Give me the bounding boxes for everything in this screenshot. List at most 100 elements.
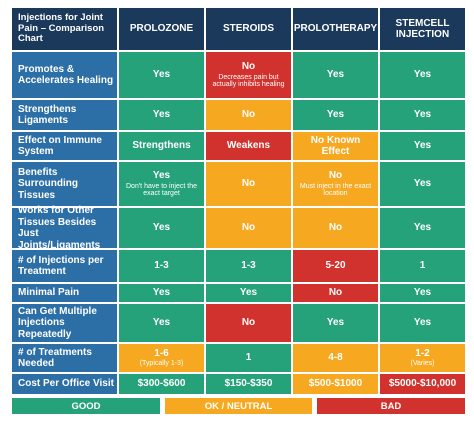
- cell-value: No: [328, 287, 343, 299]
- legend-item: BAD: [317, 398, 465, 414]
- cell-value: $300-$600: [137, 378, 186, 390]
- cell: Yes: [293, 100, 378, 130]
- cell-value: Yes: [413, 140, 432, 152]
- cell: Yes: [380, 284, 465, 302]
- cell-note: Decreases pain but actually inhibits hea…: [212, 73, 285, 89]
- table-title: Injections for Joint Pain – Comparison C…: [12, 8, 117, 50]
- comparison-table: Injections for Joint Pain – Comparison C…: [12, 8, 465, 394]
- cell-value: Yes: [413, 69, 432, 81]
- cell-value: No: [241, 317, 256, 329]
- cell-value: Yes: [152, 317, 171, 329]
- row-label: Can Get Multiple Injections Repeatedly: [12, 304, 117, 342]
- row-label: Promotes & Accelerates Healing: [12, 52, 117, 98]
- cell-value: Yes: [413, 287, 432, 299]
- cell-value: Yes: [239, 287, 258, 299]
- cell: Yes: [380, 100, 465, 130]
- cell: Yes: [380, 208, 465, 248]
- cell-note: Don't have to inject the exact target: [126, 182, 197, 198]
- cell: No Decreases pain but actually inhibits h…: [206, 52, 291, 98]
- cell: 1-3: [206, 250, 291, 282]
- cell: Yes: [119, 208, 204, 248]
- cell-value: Yes: [413, 109, 432, 121]
- cell-value: 1-3: [154, 260, 169, 272]
- cell-value: Yes: [326, 109, 345, 121]
- cell-value: No Known Effect: [310, 134, 361, 158]
- cell-note: Must inject in the exact location: [299, 182, 372, 198]
- cell: Weakens: [206, 132, 291, 160]
- cell-value: 5-20: [325, 260, 346, 272]
- legend-item: GOOD: [12, 398, 160, 414]
- cell: Yes: [293, 304, 378, 342]
- cell-value: Weakens: [226, 140, 271, 152]
- cell-value: 1-3: [241, 260, 256, 272]
- cell-value: Yes: [413, 178, 432, 190]
- cell: Strengthens: [119, 132, 204, 160]
- cell: Yes: [380, 162, 465, 206]
- cell: 1: [380, 250, 465, 282]
- cell: Yes: [119, 304, 204, 342]
- cell-value: Yes: [152, 69, 171, 81]
- column-header: STEROIDS: [206, 8, 291, 50]
- cell: No Known Effect: [293, 132, 378, 160]
- row-label: # of Injections per Treatment: [12, 250, 117, 282]
- row-label: Minimal Pain: [12, 284, 117, 302]
- cell-value: Yes: [152, 222, 171, 234]
- cell: Yes: [119, 52, 204, 98]
- cell: 1-2 (Varies): [380, 344, 465, 372]
- cell: Yes: [119, 284, 204, 302]
- cell-value: 1: [419, 260, 426, 272]
- row-label: Works for Other Tissues Besides Just Joi…: [12, 205, 117, 251]
- cell-value: Yes: [326, 69, 345, 81]
- cell: No: [206, 208, 291, 248]
- cell-value: No: [328, 222, 343, 234]
- cell: Yes: [119, 100, 204, 130]
- cell-value: Yes: [413, 317, 432, 329]
- cell-value: 4-8: [328, 352, 343, 364]
- row-label: Strengthens Ligaments: [12, 100, 117, 130]
- cell: $500-$1000: [293, 374, 378, 394]
- cell-value: Yes: [152, 109, 171, 121]
- cell-value: No: [241, 178, 256, 190]
- column-header: STEMCELL INJECTION: [380, 8, 465, 50]
- cell: No Must inject in the exact location: [293, 162, 378, 206]
- cell-value: $5000-$10,000: [388, 378, 457, 390]
- cell-value: No: [241, 61, 256, 73]
- cell: 1: [206, 344, 291, 372]
- cell-value: No: [241, 222, 256, 234]
- cell-value: 1-2: [415, 347, 430, 359]
- cell-value: 1-6: [154, 347, 169, 359]
- cell: Yes: [380, 132, 465, 160]
- cell-value: $500-$1000: [308, 378, 363, 390]
- row-label: Benefits Surrounding Tissues: [12, 162, 117, 206]
- cell: No: [293, 208, 378, 248]
- cell: Yes: [380, 304, 465, 342]
- row-label: Effect on Immune System: [12, 132, 117, 160]
- column-header: PROLOZONE: [119, 8, 204, 50]
- cell: $5000-$10,000: [380, 374, 465, 394]
- cell: 5-20: [293, 250, 378, 282]
- cell: No: [206, 304, 291, 342]
- cell: Yes: [380, 52, 465, 98]
- cell: Yes: [293, 52, 378, 98]
- cell: No: [293, 284, 378, 302]
- cell-value: Yes: [152, 170, 171, 182]
- legend: GOOD OK / NEUTRAL BAD: [12, 398, 465, 414]
- cell: 1-6 (Typically 1-3): [119, 344, 204, 372]
- cell-value: 1: [245, 352, 252, 364]
- cell: 1-3: [119, 250, 204, 282]
- cell: No: [206, 162, 291, 206]
- cell: $150-$350: [206, 374, 291, 394]
- cell-value: Strengthens: [132, 140, 191, 152]
- cell-value: No: [328, 170, 343, 182]
- cell: Yes Don't have to inject the exact target: [119, 162, 204, 206]
- cell-value: No: [241, 109, 256, 121]
- cell: $300-$600: [119, 374, 204, 394]
- cell-note: (Typically 1-3): [139, 360, 184, 368]
- row-label: Cost Per Office Visit: [12, 374, 117, 394]
- row-label: # of Treatments Needed: [12, 344, 117, 372]
- cell: 4-8: [293, 344, 378, 372]
- cell-value: Yes: [152, 287, 171, 299]
- cell-value: Yes: [326, 317, 345, 329]
- cell-value: $150-$350: [224, 378, 273, 390]
